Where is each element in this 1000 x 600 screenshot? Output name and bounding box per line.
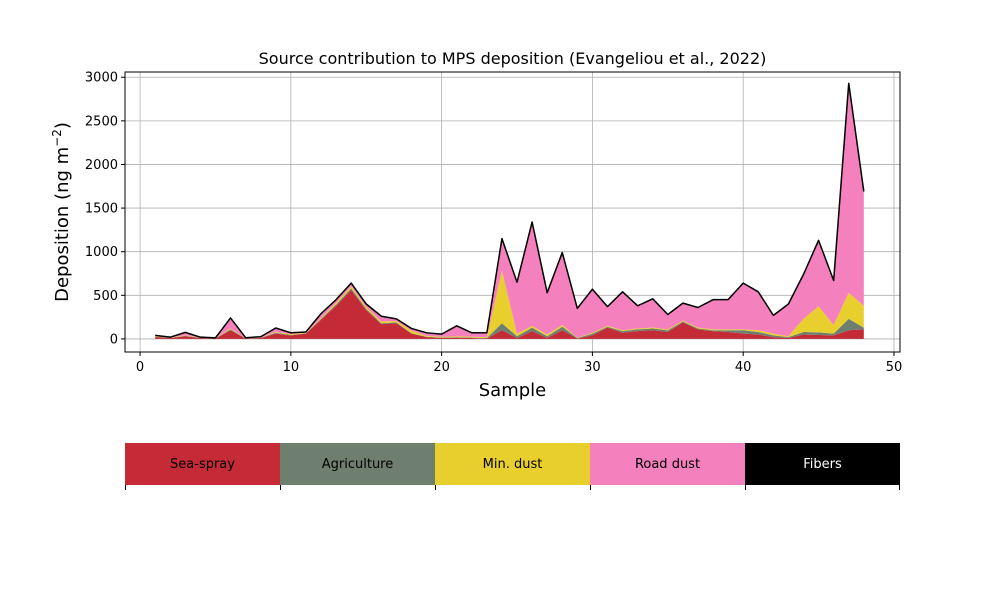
legend-label: Agriculture — [321, 456, 394, 472]
legend-item-agriculture: Agriculture — [280, 443, 435, 485]
x-tick-label: 10 — [283, 360, 300, 375]
legend-label: Road dust — [634, 456, 701, 472]
legend-tick — [435, 485, 436, 490]
y-tick-label: 2000 — [85, 158, 118, 173]
y-axis-ticks: 0 500 1000 1500 2000 2500 3000 — [85, 71, 125, 347]
legend-label: Min. dust — [482, 456, 543, 472]
area-min-dust — [155, 270, 864, 339]
y-tick-label: 3000 — [85, 71, 118, 86]
y-tick-label: 1500 — [85, 202, 118, 217]
x-tick-label: 40 — [735, 360, 752, 375]
y-axis-label-sup: −2 — [50, 129, 64, 147]
legend-tick — [745, 485, 746, 490]
legend-item-min-dust: Min. dust — [435, 443, 590, 485]
y-axis-label-main: Deposition (ng m — [52, 147, 73, 302]
area-road-dust — [155, 83, 864, 339]
x-tick-label: 50 — [886, 360, 903, 375]
y-axis-label: Deposition (ng m−2) — [50, 122, 73, 302]
legend-tick — [125, 485, 126, 490]
x-tick-label: 20 — [433, 360, 450, 375]
area-sea-spray — [155, 290, 864, 339]
x-axis-label: Sample — [479, 380, 547, 401]
legend-label: Fibers — [803, 456, 842, 472]
legend-label: Sea-spray — [170, 456, 235, 472]
legend-colorbar: Sea-spray Agriculture Min. dust Road dus… — [125, 443, 900, 485]
stacked-areas — [155, 83, 864, 339]
x-tick-label: 0 — [136, 360, 144, 375]
chart-title: Source contribution to MPS deposition (E… — [259, 49, 767, 68]
legend-item-sea-spray: Sea-spray — [125, 443, 280, 485]
legend-item-fibers: Fibers — [745, 443, 900, 485]
legend-tick — [590, 485, 591, 490]
x-axis-ticks: 0 10 20 30 40 50 — [136, 352, 902, 375]
y-tick-label: 500 — [93, 289, 118, 304]
y-tick-label: 2500 — [85, 114, 118, 129]
y-tick-label: 1000 — [85, 245, 118, 260]
x-tick-label: 30 — [584, 360, 601, 375]
y-axis-label-close: ) — [52, 122, 73, 129]
legend-tick — [899, 485, 900, 490]
total-line — [155, 82, 865, 339]
y-tick-label: 0 — [110, 332, 118, 347]
legend-ticks — [125, 485, 900, 491]
legend-tick — [280, 485, 281, 490]
plot-frame — [124, 71, 901, 353]
total-outline — [155, 82, 865, 339]
legend-item-road-dust: Road dust — [590, 443, 745, 485]
